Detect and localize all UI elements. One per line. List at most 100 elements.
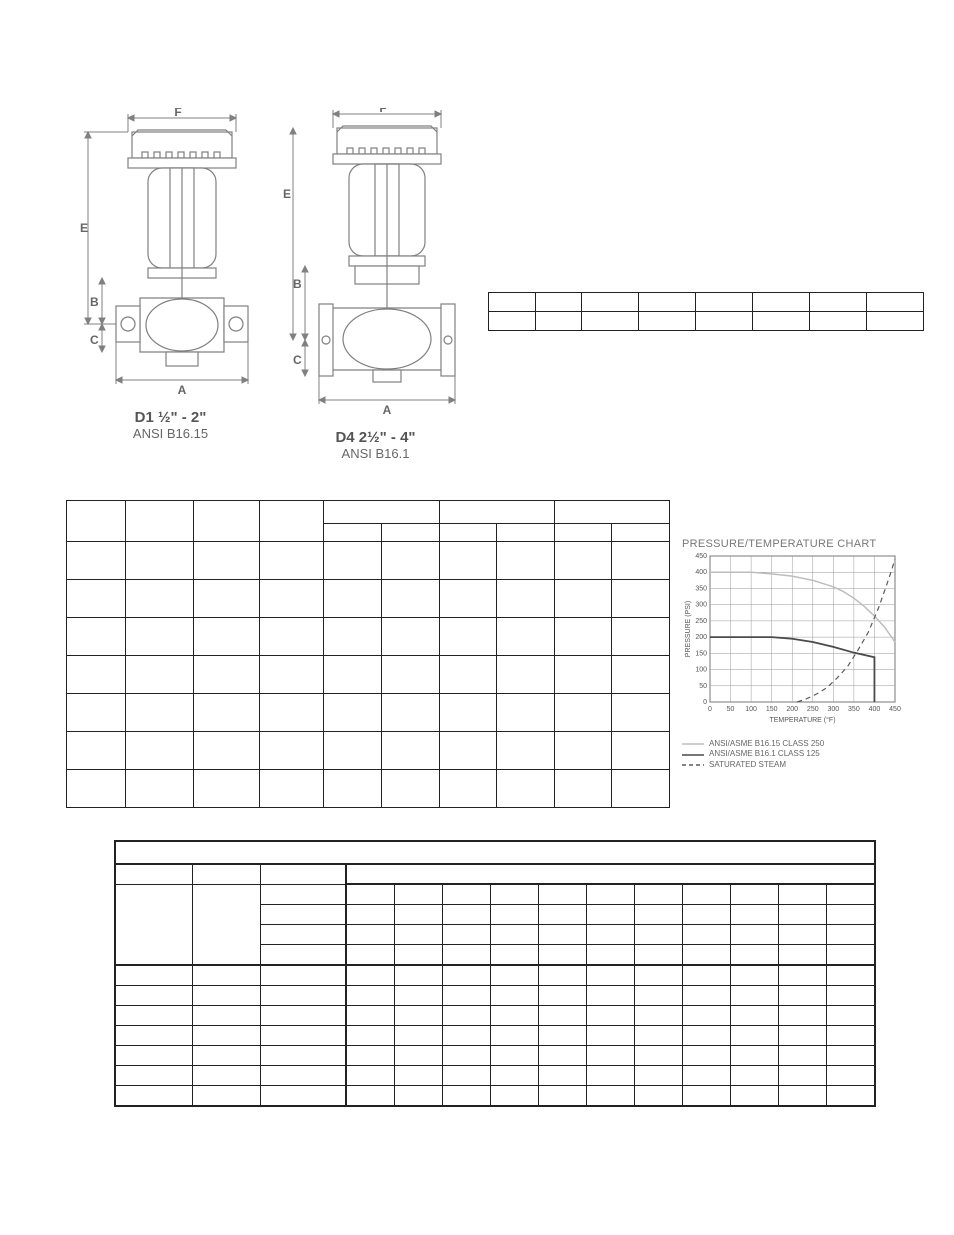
mid-table-cell [194,542,260,580]
svg-text:PRESSURE (PSI): PRESSURE (PSI) [685,601,692,657]
big-table-cell [587,1086,635,1107]
mid-table-header [194,501,260,542]
mid-table-cell [194,694,260,732]
big-table-cell [491,905,539,925]
svg-text:0: 0 [708,706,712,713]
mid-table-cell [497,542,555,580]
big-table-cell [193,1046,261,1066]
mid-table-header [126,501,194,542]
big-table-cell [731,884,779,905]
mid-table-cell [260,580,324,618]
big-table-cell [539,905,587,925]
chart-svg: 0501001502002503003504004500501001502002… [682,552,904,730]
mid-table-subheader [555,524,612,542]
big-table-cell [731,1066,779,1086]
mid-table-cell [497,694,555,732]
mid-table-cell [324,732,382,770]
mid-table-cell [260,542,324,580]
mid-table-cell [260,732,324,770]
big-table-cell [261,1086,347,1107]
diagram-d1-title: D1 ½" - 2" [135,409,207,426]
mid-table-cell [260,618,324,656]
big-table-cell [193,1066,261,1086]
mid-table-cell [126,770,194,808]
big-table-cell [683,1006,731,1026]
svg-text:100: 100 [745,706,757,713]
mid-table-cell [260,694,324,732]
big-table-cell [193,986,261,1006]
big-table-cell [635,1066,683,1086]
big-table-cell [261,1066,347,1086]
valve-diagram-d4: F E B C A [283,108,468,461]
big-table-cell [261,1046,347,1066]
big-table-cell [635,1046,683,1066]
big-table-cell [827,986,876,1006]
mid-table-cell [324,580,382,618]
big-table-cell [683,945,731,966]
big-table-cell [683,925,731,945]
big-table-cell [587,1046,635,1066]
small-table-cell [753,293,810,312]
mid-table-cell [497,770,555,808]
big-table-cell [539,884,587,905]
mid-table-cell [260,656,324,694]
big-table-cell [491,1086,539,1107]
mid-table-cell [126,580,194,618]
mid-table-cell [324,618,382,656]
big-table-cell [587,1026,635,1046]
big-table-cell [443,884,491,905]
small-table-cell [867,312,924,331]
big-table-cell [115,1086,193,1107]
svg-text:C: C [90,333,99,347]
small-table-cell [639,293,696,312]
big-table-cell [731,925,779,945]
big-table-cell [683,986,731,1006]
big-table-cell [346,864,875,884]
big-table-cell [779,986,827,1006]
svg-text:C: C [293,353,302,367]
mid-table-header [555,501,670,524]
svg-text:350: 350 [695,585,707,592]
big-table-cell [491,1046,539,1066]
capacity-table [114,840,876,1107]
big-table-cell [261,945,347,966]
dimensions-table [66,500,670,808]
mid-table-cell [194,732,260,770]
big-table-cell [443,1066,491,1086]
svg-text:50: 50 [727,706,735,713]
big-table-cell [443,1006,491,1026]
big-table-cell [539,1026,587,1046]
svg-text:250: 250 [695,618,707,625]
big-table-cell [491,965,539,986]
big-table-cell [346,1066,395,1086]
big-table-cell [539,925,587,945]
big-table-cell [443,925,491,945]
mid-table-subheader [382,524,440,542]
big-table-cell [683,1046,731,1066]
mid-table-cell [555,618,612,656]
diagram-d1-subtitle: ANSI B16.15 [133,426,208,441]
svg-text:350: 350 [848,706,860,713]
valve-d4-svg: F E B C A [283,108,468,418]
big-table-cell [261,864,347,884]
big-table-cell [587,965,635,986]
svg-text:400: 400 [869,706,881,713]
mid-table-cell [126,732,194,770]
big-table-cell [587,884,635,905]
big-table-cell [683,1066,731,1086]
big-table-cell [346,1006,395,1026]
big-table-cell [261,905,347,925]
big-table-cell [395,1006,443,1026]
big-table-cell [261,1006,347,1026]
big-table-cell [779,945,827,966]
mid-table-cell [126,656,194,694]
big-table-cell [346,986,395,1006]
mid-table-cell [382,580,440,618]
big-table-cell [587,986,635,1006]
big-table-cell [827,1026,876,1046]
mid-table-subheader [612,524,670,542]
mid-table-cell [382,542,440,580]
big-table-cell [395,884,443,905]
chart-legend: ANSI/ASME B16.15 CLASS 250ANSI/ASME B16.… [682,739,910,770]
big-table-cell [443,1046,491,1066]
